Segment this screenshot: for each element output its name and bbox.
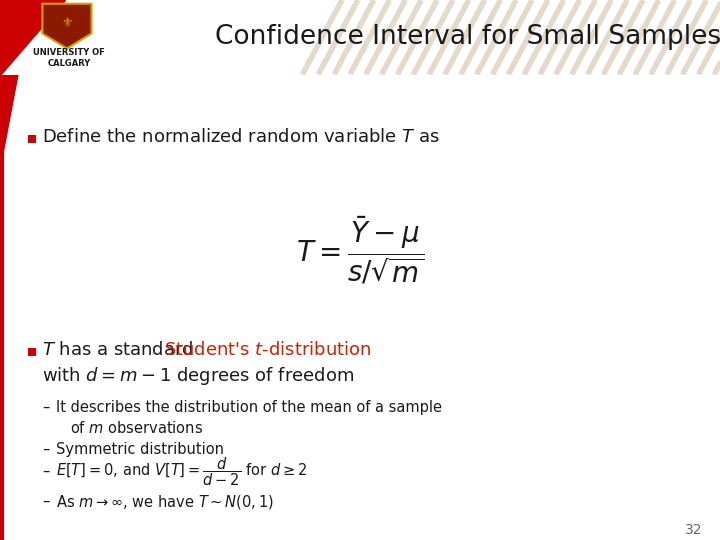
Text: $T = \dfrac{\bar{Y} - \mu}{s/\sqrt{m}}$: $T = \dfrac{\bar{Y} - \mu}{s/\sqrt{m}}$ (296, 213, 424, 286)
Text: –: – (42, 442, 50, 457)
Text: Symmetric distribution: Symmetric distribution (56, 442, 224, 457)
Text: $E[T] = 0$, and $V[T] = \dfrac{d}{d-2}$ for $d \geq 2$: $E[T] = 0$, and $V[T] = \dfrac{d}{d-2}$ … (56, 455, 307, 488)
Text: –: – (42, 400, 50, 415)
Polygon shape (42, 4, 91, 49)
Bar (28, 348, 36, 355)
Text: of $m$ observations: of $m$ observations (70, 420, 203, 436)
Bar (0, 75, 4, 540)
Text: $T$ has a standard: $T$ has a standard (42, 341, 195, 359)
Text: –: – (42, 464, 50, 479)
Text: UNIVERSITY OF
CALGARY: UNIVERSITY OF CALGARY (33, 49, 105, 68)
Text: Confidence Interval for Small Samples: Confidence Interval for Small Samples (215, 24, 720, 50)
Text: with $d = m - 1$ degrees of freedom: with $d = m - 1$ degrees of freedom (42, 364, 354, 387)
Text: ⚜: ⚜ (61, 17, 73, 30)
Text: Student's $t$-distribution: Student's $t$-distribution (164, 341, 372, 359)
Text: Define the normalized random variable $T$ as: Define the normalized random variable $T… (42, 127, 440, 145)
Text: As $m \rightarrow \infty$, we have $T \sim N(0, 1)$: As $m \rightarrow \infty$, we have $T \s… (56, 492, 274, 510)
Polygon shape (0, 75, 18, 170)
Text: It describes the distribution of the mean of a sample: It describes the distribution of the mea… (56, 400, 442, 415)
Text: –: – (42, 494, 50, 509)
Bar (28, 134, 36, 143)
Text: 32: 32 (685, 523, 702, 537)
Polygon shape (0, 0, 65, 75)
